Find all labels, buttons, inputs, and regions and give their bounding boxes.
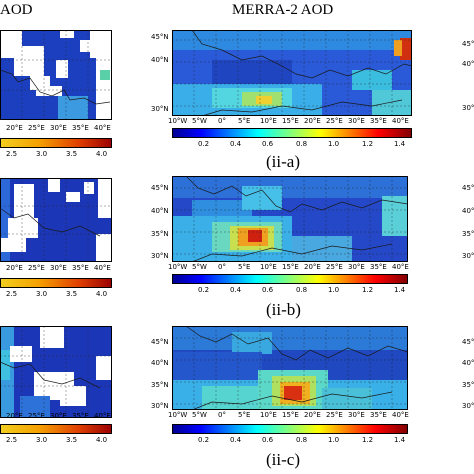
merra2-map-b [172, 176, 408, 262]
left-map-c [0, 326, 112, 418]
panel-label-ii-c: (ii-c) [266, 450, 300, 469]
left-colorbar-b [0, 278, 112, 288]
colorbar-b [172, 274, 408, 284]
merra2-header: MERRA-2 AOD [232, 2, 334, 18]
left-map-a [0, 30, 112, 120]
left-colorbar-c [0, 424, 112, 434]
left-panel-header: AOD [0, 2, 33, 18]
panel-label-ii-b: (ii-b) [266, 300, 301, 319]
merra2-map-c [172, 326, 408, 410]
left-colorbar-a [0, 138, 112, 148]
colorbar-c [172, 424, 408, 434]
colorbar-a [172, 128, 412, 138]
left-map-b [0, 178, 112, 262]
panel-label-ii-a: (ii-a) [266, 152, 300, 171]
merra2-map-a [172, 30, 412, 116]
